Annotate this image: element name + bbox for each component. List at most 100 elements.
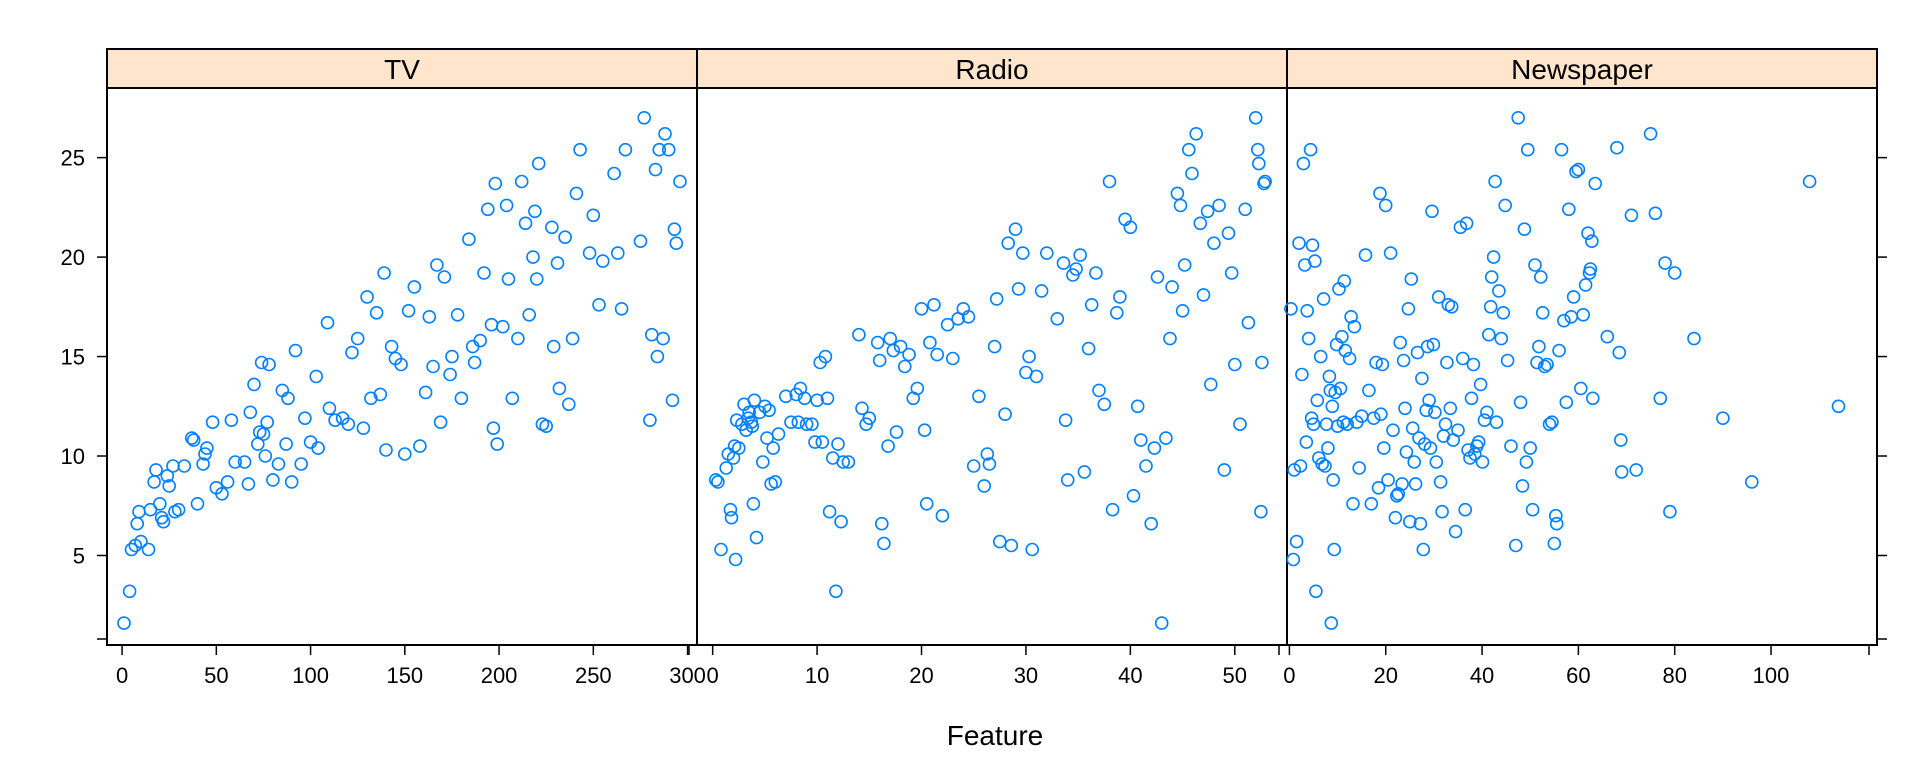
data-point — [262, 357, 276, 372]
data-point — [883, 331, 898, 346]
data-point — [784, 415, 798, 430]
data-point — [881, 439, 895, 453]
data-point — [397, 447, 412, 461]
data-point — [1483, 299, 1498, 314]
data-point — [1643, 127, 1658, 141]
data-point — [134, 534, 148, 549]
data-point — [760, 431, 774, 445]
data-point — [1060, 473, 1075, 487]
data-point — [1366, 411, 1381, 426]
data-point — [1022, 349, 1036, 364]
data-point — [529, 272, 544, 286]
data-point — [1373, 186, 1387, 201]
data-point — [196, 457, 210, 471]
data-point — [1464, 391, 1479, 406]
data-point — [205, 415, 220, 430]
data-point — [755, 455, 770, 469]
data-point — [1383, 246, 1398, 260]
data-point — [714, 542, 728, 557]
data-point — [220, 475, 235, 489]
data-point — [224, 413, 239, 428]
data-point — [1221, 226, 1236, 240]
data-point — [966, 459, 981, 473]
data-point — [741, 411, 756, 426]
data-point — [805, 417, 819, 432]
data-point — [862, 411, 877, 426]
data-point — [1296, 156, 1311, 171]
data-point — [1509, 538, 1523, 553]
data-point — [1554, 142, 1569, 157]
x-tick-label: 50 — [204, 663, 228, 688]
data-point — [379, 443, 393, 457]
data-point — [364, 391, 378, 406]
data-point — [1001, 236, 1016, 250]
data-point — [545, 220, 559, 235]
data-point — [1492, 284, 1506, 298]
data-point — [514, 174, 529, 189]
data-point — [1480, 405, 1494, 420]
data-point — [1523, 441, 1537, 455]
data-point — [930, 347, 945, 362]
data-point — [1610, 140, 1624, 155]
data-point — [1576, 307, 1590, 322]
data-point — [1444, 299, 1459, 314]
x-tick-label: 150 — [386, 663, 423, 688]
data-point — [1304, 411, 1319, 426]
data-point — [426, 359, 440, 374]
x-tick-label: 0 — [1283, 663, 1295, 688]
data-point — [1327, 542, 1341, 557]
x-axis-radio: 0 10 20 30 40 50 — [707, 645, 1280, 688]
data-point — [815, 435, 830, 449]
data-point — [1578, 278, 1593, 292]
data-point — [762, 403, 776, 418]
data-point — [829, 584, 843, 599]
data-point — [1130, 399, 1145, 414]
data-point — [1519, 455, 1534, 469]
data-point — [1308, 254, 1322, 268]
data-point — [614, 301, 629, 316]
data-point — [961, 309, 976, 324]
data-point — [1802, 174, 1817, 189]
data-point — [1420, 339, 1435, 354]
x-tick-label: 80 — [1662, 663, 1686, 688]
data-point — [345, 345, 359, 360]
data-point — [561, 397, 576, 412]
data-point — [855, 401, 869, 416]
data-point — [539, 419, 554, 434]
panel-radio: Radio 0 10 20 30 40 50 — [696, 48, 1288, 688]
data-point — [237, 455, 252, 469]
data-point — [1525, 502, 1540, 517]
data-point — [1084, 297, 1099, 312]
data-point — [1289, 534, 1304, 549]
data-point — [488, 176, 503, 191]
data-point — [1396, 353, 1411, 368]
data-points — [117, 111, 687, 630]
data-point — [1337, 274, 1352, 288]
data-point — [477, 266, 491, 280]
data-point — [450, 307, 465, 322]
data-point — [1233, 417, 1247, 432]
data-point — [369, 305, 384, 320]
data-point — [1486, 250, 1501, 264]
y-axis: 5 10 15 20 25 — [61, 146, 1887, 640]
data-point — [644, 327, 659, 342]
data-point — [258, 449, 273, 463]
data-point — [874, 516, 889, 531]
data-point — [132, 504, 146, 519]
data-point — [1185, 166, 1199, 181]
data-point — [1484, 270, 1499, 284]
data-point — [1498, 198, 1512, 213]
data-point — [719, 461, 734, 475]
data-point — [1344, 309, 1358, 324]
data-point — [1489, 415, 1504, 430]
data-point — [550, 256, 565, 270]
data-point — [841, 455, 856, 469]
data-point — [1517, 222, 1532, 236]
data-point — [1301, 331, 1316, 346]
data-point — [808, 435, 822, 449]
data-point — [490, 437, 505, 451]
data-point — [1347, 319, 1362, 334]
data-point — [658, 127, 672, 141]
data-point — [1147, 441, 1162, 455]
data-point — [1333, 381, 1348, 396]
